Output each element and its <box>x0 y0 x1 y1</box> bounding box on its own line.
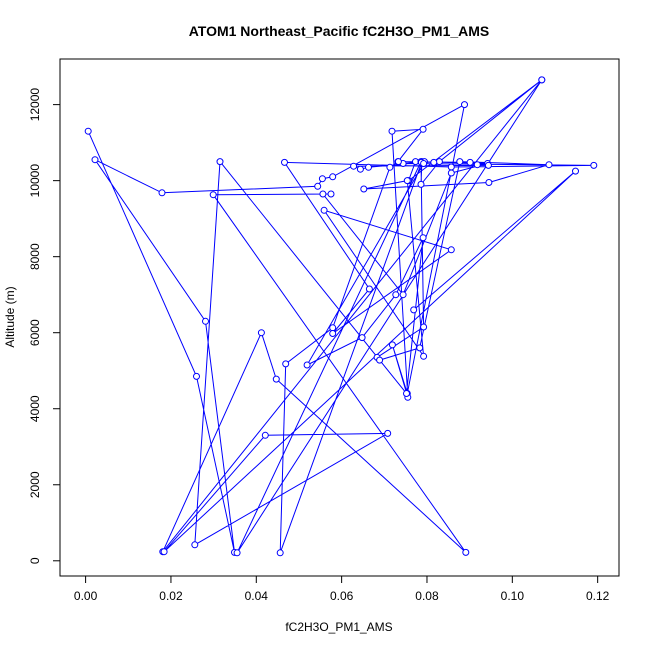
data-point <box>329 173 337 181</box>
data-point <box>420 352 428 360</box>
data-point <box>365 285 373 293</box>
data-point <box>314 182 322 190</box>
y-tick-label: 8000 <box>28 243 42 270</box>
data-point <box>91 156 99 164</box>
data-point <box>84 127 92 135</box>
data-point <box>466 158 474 166</box>
data-point <box>538 76 546 84</box>
data-point <box>365 163 372 171</box>
data-point <box>435 158 443 166</box>
data-point <box>158 189 166 197</box>
x-tick-label: 0.02 <box>159 589 183 603</box>
data-point <box>356 165 364 173</box>
x-tick-label: 0.10 <box>501 589 525 603</box>
data-point <box>399 291 407 299</box>
data-point <box>388 127 396 135</box>
y-tick-label: 6000 <box>28 319 42 346</box>
x-tick-label: 0.04 <box>245 589 269 603</box>
data-point <box>272 375 280 383</box>
data-point <box>386 163 394 171</box>
x-tick-label: 0.00 <box>74 589 98 603</box>
data-point <box>447 169 455 177</box>
data-point <box>403 390 410 397</box>
y-tick-label: 10000 <box>28 164 42 198</box>
data-point <box>410 306 418 314</box>
plot-area <box>84 76 598 557</box>
data-point <box>281 158 288 166</box>
data-point <box>447 163 455 171</box>
y-tick-label: 4000 <box>28 395 42 422</box>
data-point <box>416 344 424 352</box>
data-point <box>545 161 553 169</box>
data-point <box>209 191 217 199</box>
data-point <box>456 158 464 166</box>
data-point <box>282 360 290 368</box>
data-point <box>216 158 224 166</box>
data-point <box>329 324 337 332</box>
y-axis-label: Altitude (m) <box>3 286 17 347</box>
data-point <box>394 158 402 166</box>
data-point <box>360 185 368 193</box>
chart-title: ATOM1 Northeast_Pacific fC2H3O_PM1_AMS <box>189 23 490 39</box>
y-tick-label: 2000 <box>28 471 42 498</box>
data-point <box>572 167 579 175</box>
data-point <box>329 330 337 337</box>
data-point <box>419 234 427 242</box>
data-point <box>276 549 284 557</box>
data-point <box>319 190 327 198</box>
data-point <box>193 372 200 380</box>
data-point <box>485 179 493 186</box>
data-point <box>233 549 241 557</box>
data-point <box>447 246 455 254</box>
data-point <box>461 101 468 109</box>
data-point <box>327 190 335 198</box>
data-point <box>462 548 470 556</box>
data-point <box>261 431 269 439</box>
data-point <box>257 329 265 337</box>
data-point <box>403 177 411 185</box>
x-tick-label: 0.06 <box>330 589 354 603</box>
x-tick-label: 0.12 <box>586 589 610 603</box>
x-tick-label: 0.08 <box>415 589 439 603</box>
y-tick-label: 12000 <box>28 88 42 122</box>
data-point <box>473 161 481 169</box>
data-point <box>484 161 492 169</box>
data-point <box>303 361 311 369</box>
data-point <box>420 323 428 331</box>
data-point <box>191 541 199 549</box>
data-point <box>320 206 328 214</box>
x-axis-label: fC2H3O_PM1_AMS <box>285 620 392 634</box>
data-point <box>350 162 358 170</box>
data-point <box>384 429 392 437</box>
data-point <box>376 356 384 364</box>
data-point <box>202 317 209 325</box>
data-point <box>417 180 425 188</box>
data-point <box>358 334 366 342</box>
y-axis: 0 2000 4000 6000 8000 10000 12000 <box>28 88 61 564</box>
data-point <box>590 161 598 169</box>
data-point <box>392 291 400 299</box>
data-point <box>318 175 326 183</box>
data-point <box>419 125 427 133</box>
x-axis: 0.00 0.02 0.04 0.06 0.08 0.10 0.12 <box>74 575 610 603</box>
data-point <box>388 341 396 349</box>
y-tick-label: 0 <box>28 557 42 564</box>
data-point <box>430 158 438 166</box>
data-point <box>420 160 428 167</box>
data-point <box>160 548 168 556</box>
